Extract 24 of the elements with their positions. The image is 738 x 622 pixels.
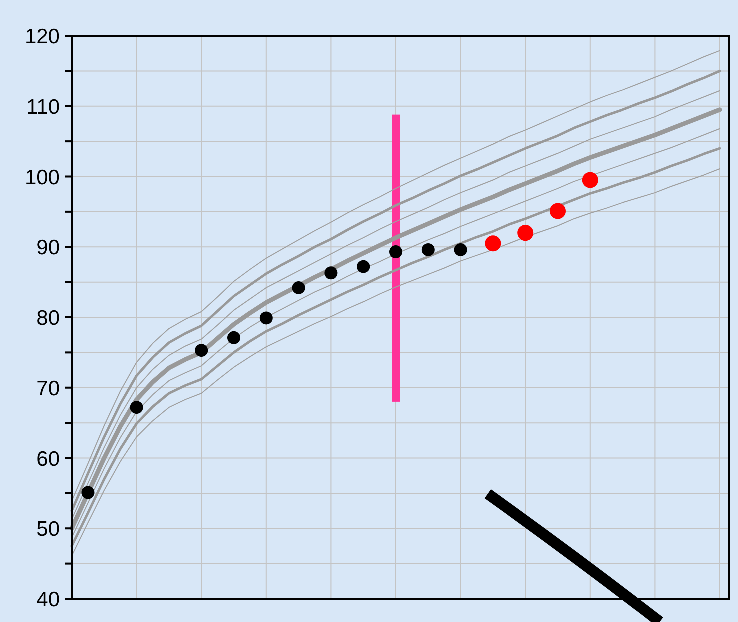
y-tick-label: 110 xyxy=(26,96,60,119)
point xyxy=(550,203,566,220)
point xyxy=(324,266,338,280)
point xyxy=(390,246,402,259)
point xyxy=(422,243,435,256)
point xyxy=(454,243,468,256)
point xyxy=(292,281,306,294)
point xyxy=(485,236,502,252)
y-tick-label: 70 xyxy=(36,377,60,400)
y-tick-label: 40 xyxy=(36,588,60,612)
point xyxy=(260,312,273,325)
y-tick-label: 100 xyxy=(24,166,60,190)
point xyxy=(518,225,534,242)
point xyxy=(195,344,208,358)
point xyxy=(357,260,370,274)
y-tick-label: 50 xyxy=(36,518,60,542)
y-tick-label: 80 xyxy=(36,307,60,330)
y-tick-label: 60 xyxy=(36,448,60,471)
point xyxy=(130,401,144,414)
point xyxy=(582,172,598,188)
point xyxy=(82,486,95,500)
y-tick-label: 90 xyxy=(36,236,60,260)
point xyxy=(228,331,240,344)
y-tick-label: 120 xyxy=(24,26,60,49)
